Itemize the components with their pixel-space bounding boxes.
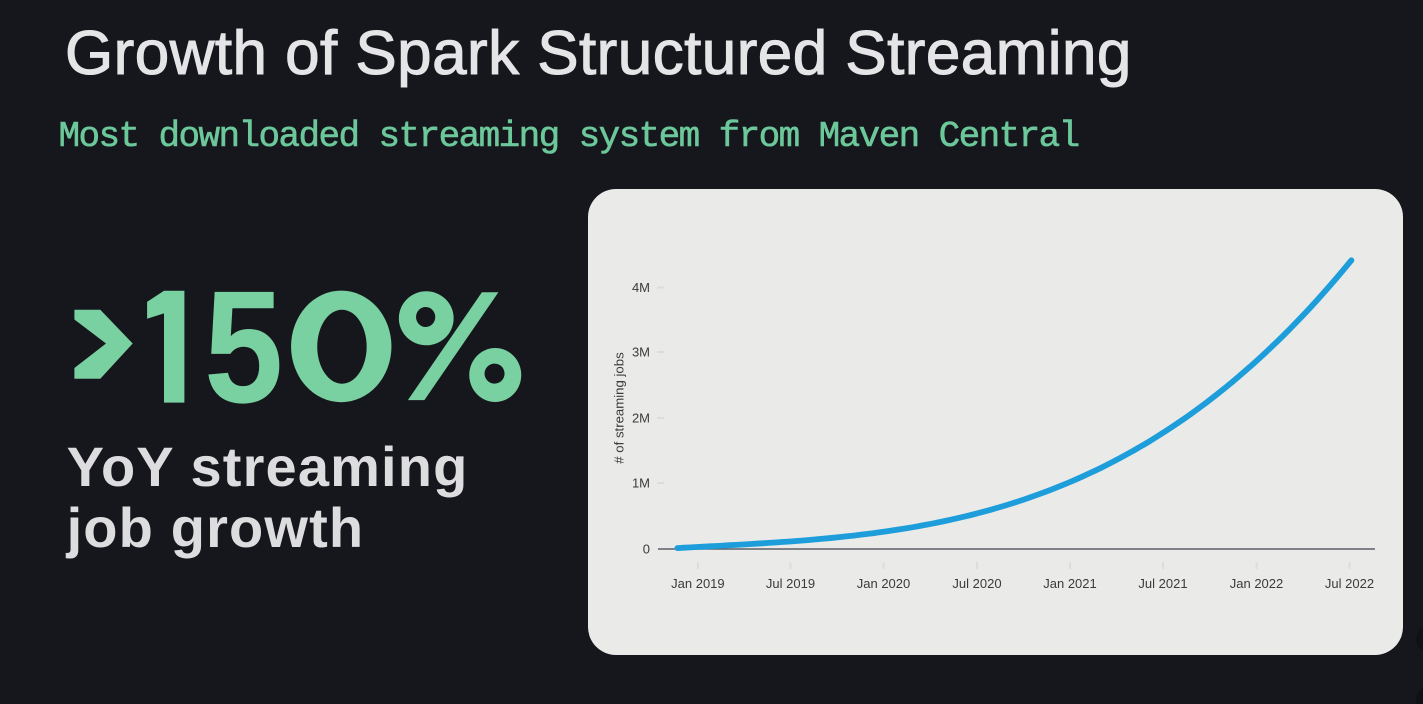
svg-text:Jul 2022: Jul 2022 bbox=[1325, 576, 1374, 591]
svg-text:1M: 1M bbox=[632, 476, 650, 491]
svg-text:3M: 3M bbox=[632, 345, 650, 360]
svg-text:Jan 2022: Jan 2022 bbox=[1230, 576, 1284, 591]
svg-text:Jul 2021: Jul 2021 bbox=[1138, 576, 1187, 591]
svg-text:# of streaming jobs: # of streaming jobs bbox=[612, 352, 627, 464]
svg-text:Jul 2020: Jul 2020 bbox=[952, 576, 1001, 591]
svg-text:0: 0 bbox=[643, 542, 650, 557]
svg-text:Jan 2020: Jan 2020 bbox=[857, 576, 911, 591]
svg-text:Jan 2021: Jan 2021 bbox=[1043, 576, 1097, 591]
svg-text:2M: 2M bbox=[632, 411, 650, 426]
svg-text:Jul 2019: Jul 2019 bbox=[766, 576, 815, 591]
svg-text:Jan 2019: Jan 2019 bbox=[671, 576, 725, 591]
svg-text:4M: 4M bbox=[632, 280, 650, 295]
